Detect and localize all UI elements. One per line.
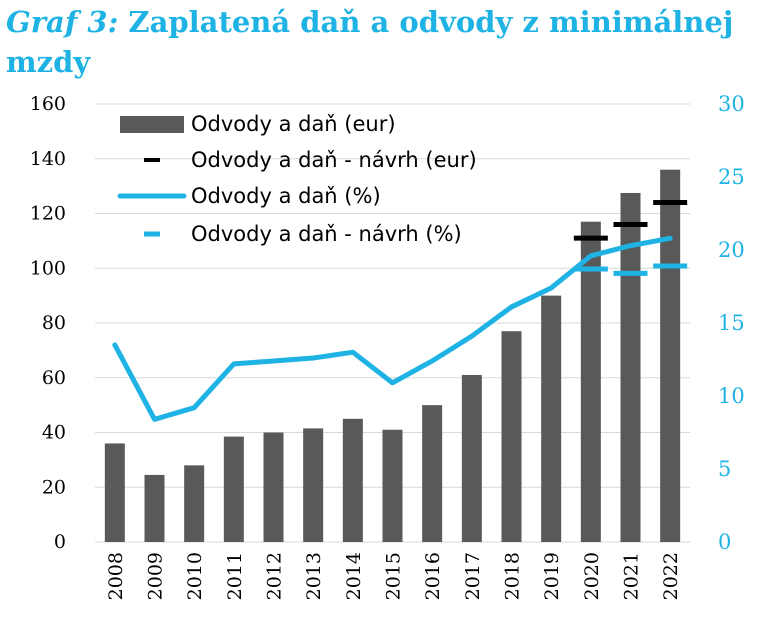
right-axis-ticks: 0 5 10 15 20 25 30	[718, 92, 745, 554]
bar	[620, 192, 641, 542]
x-tick-label: 2010	[184, 552, 206, 600]
bar	[541, 295, 562, 542]
right-tick-label: 30	[718, 92, 745, 116]
x-tick-label: 2022	[660, 552, 682, 600]
x-tick-label: 2014	[343, 552, 365, 600]
x-tick-label: 2011	[224, 552, 246, 600]
bar	[303, 428, 324, 542]
right-tick-label: 25	[718, 165, 745, 189]
right-tick-label: 0	[718, 530, 731, 554]
x-tick-label: 2008	[105, 552, 127, 600]
left-axis-ticks: 0 20 40 60 80 100 120 140 160	[30, 93, 66, 553]
bars	[104, 169, 681, 542]
right-tick-label: 10	[718, 384, 745, 408]
bar	[144, 474, 165, 542]
bar	[501, 331, 522, 542]
bar	[660, 169, 681, 542]
bar	[342, 418, 363, 542]
x-tick-label: 2012	[264, 552, 286, 600]
x-tick-label: 2016	[422, 552, 444, 600]
chart-title-text: Zaplatená daň a odvody z minimálnej mzdy	[6, 5, 734, 79]
legend-label: Odvody a daň (%)	[191, 184, 381, 208]
left-tick-label: 80	[42, 312, 66, 334]
chart-title-prefix: Graf 3:	[6, 5, 119, 39]
legend-label: Odvody a daň (eur)	[191, 112, 396, 136]
left-tick-label: 40	[42, 422, 66, 444]
left-tick-label: 100	[30, 257, 66, 279]
left-tick-label: 140	[30, 148, 66, 170]
legend-swatch-bar	[120, 116, 184, 133]
left-tick-label: 120	[30, 203, 66, 225]
x-tick-label: 2020	[581, 552, 603, 600]
right-tick-label: 5	[718, 457, 731, 481]
right-tick-label: 20	[718, 238, 745, 262]
chart-title: Graf 3: Zaplatená daň a odvody z minimál…	[6, 2, 766, 82]
x-tick-label: 2019	[541, 552, 563, 600]
x-axis-ticks: 2008 2009 2010 2011 2012 2013 2014 2015 2016 2017…	[105, 552, 682, 600]
left-tick-label: 0	[54, 531, 66, 553]
bar	[382, 429, 403, 542]
left-tick-label: 20	[42, 476, 66, 498]
bar	[580, 221, 601, 542]
legend-label: Odvody a daň - návrh (eur)	[191, 148, 477, 172]
bar	[263, 432, 284, 542]
left-tick-label: 60	[42, 367, 66, 389]
bar	[461, 375, 482, 542]
x-tick-label: 2013	[303, 552, 325, 600]
legend: Odvody a daň (eur) Odvody a daň - návrh (…	[117, 112, 477, 246]
x-tick-label: 2015	[383, 552, 405, 600]
x-tick-label: 2021	[621, 552, 643, 600]
x-tick-label: 2017	[462, 552, 484, 600]
right-tick-label: 15	[718, 311, 745, 335]
bar	[422, 405, 443, 542]
bar	[184, 465, 205, 542]
x-tick-label: 2018	[502, 552, 524, 600]
bar	[223, 436, 244, 542]
legend-label: Odvody a daň - návrh (%)	[191, 222, 462, 246]
left-tick-label: 160	[30, 93, 66, 115]
x-tick-label: 2009	[145, 552, 167, 600]
bar	[104, 443, 125, 542]
proposal-markers	[573, 200, 688, 276]
